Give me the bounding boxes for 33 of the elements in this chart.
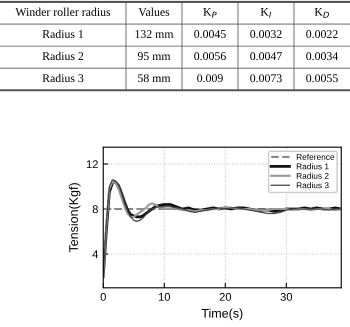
text: 58 mm — [138, 74, 170, 82]
text: Radius 2 — [42, 52, 84, 60]
y-tick-label: 12 — [86, 160, 98, 168]
category-label: K$_{D}$ — [314, 8, 329, 18]
legend-label: Radius 3 — [296, 182, 329, 188]
category-label: Winder roller radius — [15, 8, 110, 16]
text: 0.0047 — [250, 52, 282, 60]
text: 0.0032 — [250, 30, 282, 38]
text: 0.0073 — [250, 74, 282, 82]
y-tick-label: 4 — [92, 250, 98, 258]
text: 132 mm — [136, 30, 174, 38]
category-label: K$_{I}$ — [260, 8, 272, 18]
x-axis-title: Time(s) — [202, 308, 242, 320]
text: Radius 1 — [42, 30, 84, 38]
text: 0.0034 — [306, 52, 338, 60]
text: Radius 3 — [42, 74, 84, 82]
text: 0.0055 — [306, 74, 338, 82]
x-tick-label: 10 — [158, 292, 170, 301]
text: 0.0022 — [306, 30, 338, 38]
y-tick-label: 8 — [92, 205, 98, 214]
category-label: Values — [138, 8, 170, 16]
text: 0.0045 — [194, 30, 226, 38]
x-tick-label: 20 — [220, 292, 232, 301]
legend-label: Radius 2 — [296, 172, 329, 179]
legend-label: Radius 1 — [296, 163, 329, 170]
category-label: K$_{P}$ — [203, 8, 217, 18]
legend-label: Reference — [296, 154, 334, 160]
text: 95 mm — [138, 52, 170, 60]
x-tick-label: 0 — [100, 292, 106, 301]
text: 0.009 — [197, 74, 223, 82]
y-axis-title: Tension(Kgf) — [68, 183, 80, 252]
text: 0.0056 — [194, 52, 226, 60]
x-tick-label: 30 — [280, 292, 292, 301]
